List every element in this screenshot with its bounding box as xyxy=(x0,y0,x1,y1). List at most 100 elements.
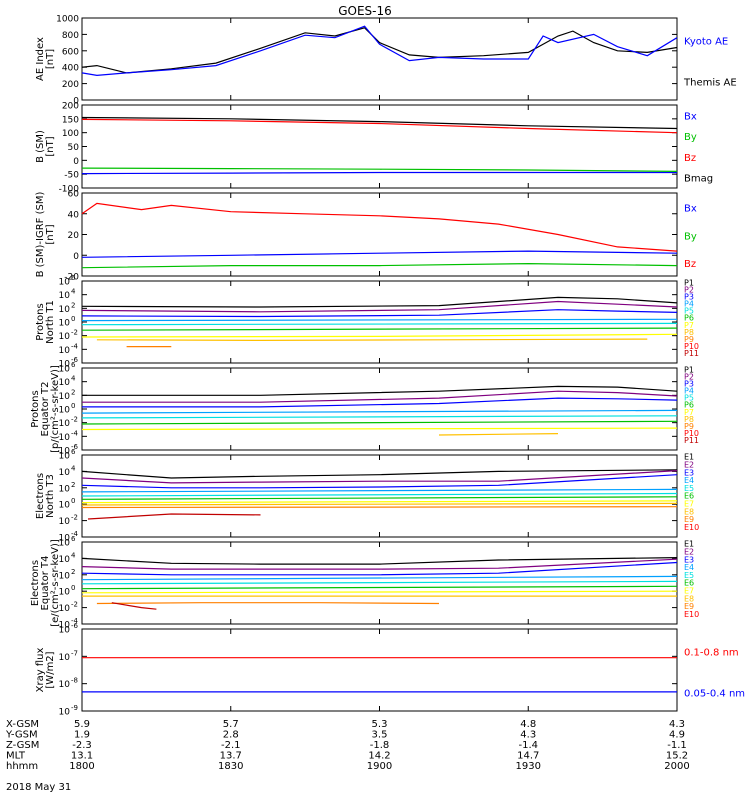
y-tick-label: 10 xyxy=(59,365,71,375)
x-row-value: 4.8 xyxy=(520,719,536,730)
y-tick-label: 400 xyxy=(62,64,79,74)
panel-frame xyxy=(81,17,678,101)
legend-entry: E8 xyxy=(684,594,694,603)
series-p5 xyxy=(81,322,678,326)
series-e1 xyxy=(81,557,678,565)
y-tick-label: 0 xyxy=(73,157,79,167)
y-tick-label: -50 xyxy=(64,171,79,181)
x-row-value: 5.3 xyxy=(372,719,388,730)
y-tick-label: 10 xyxy=(59,621,71,631)
x-row-value: 4.3 xyxy=(669,719,685,730)
y-tick-exponent: 6 xyxy=(71,448,76,456)
y-axis-label: North T3 xyxy=(45,474,56,518)
legend-entry: Bmag xyxy=(684,174,713,185)
legend-entry: P1 xyxy=(684,365,694,374)
legend-entry: P5 xyxy=(684,307,694,316)
legend-entry: E1 xyxy=(684,540,694,549)
x-row-value: -1.1 xyxy=(667,740,687,751)
y-axis-label: Electrons xyxy=(35,473,46,519)
legend-entry: P11 xyxy=(684,349,699,358)
series-kyoto-ae xyxy=(81,25,678,77)
legend-entry: P9 xyxy=(684,422,694,431)
series-p5 xyxy=(81,415,678,419)
y-tick-label: 40 xyxy=(68,210,80,220)
y-axis-label: [nT] xyxy=(45,49,56,69)
y-tick-exponent: -4 xyxy=(71,530,79,538)
series-p3 xyxy=(82,397,678,408)
legend-entry: E3 xyxy=(684,468,694,477)
legend-entry: P10 xyxy=(684,429,699,438)
y-axis-label: Electrons xyxy=(30,560,41,606)
y-tick-label: 10 xyxy=(59,360,71,370)
x-row-value: 4.9 xyxy=(669,730,685,741)
y-axis-label: [p/(cm²-s-sr-keV)] xyxy=(50,365,61,453)
legend-entry: By xyxy=(684,132,697,143)
y-tick-label: 10 xyxy=(59,534,71,544)
series-e8 xyxy=(81,502,678,506)
y-tick-label: 10 xyxy=(59,419,71,429)
series-p4 xyxy=(81,318,678,322)
legend-entry: P6 xyxy=(684,401,694,410)
y-axis-label: B (SM) xyxy=(35,130,46,163)
series-p7 xyxy=(81,427,678,431)
legend-entry: E2 xyxy=(684,547,694,556)
series-p7 xyxy=(81,333,678,338)
series-e6 xyxy=(81,585,678,590)
series-e6 xyxy=(81,496,678,500)
legend-entry: E4 xyxy=(684,476,694,485)
x-row-value: 2.8 xyxy=(223,730,239,741)
series-e2 xyxy=(81,470,678,484)
y-tick-label: -20 xyxy=(64,273,79,283)
x-row-label: Y-GSM xyxy=(5,730,38,741)
series-p3 xyxy=(81,309,678,318)
x-row-value: 15.2 xyxy=(666,751,688,762)
y-tick-label: 10 xyxy=(59,433,71,443)
legend-entry: E6 xyxy=(684,492,694,501)
y-tick-label: 1000 xyxy=(56,15,79,25)
series-e3 xyxy=(81,474,678,489)
legend-entry: P2 xyxy=(684,372,694,381)
y-tick-label: 10 xyxy=(59,680,71,690)
series-e2 xyxy=(81,558,678,570)
series-p1 xyxy=(82,385,678,396)
legend-entry: By xyxy=(684,231,697,242)
series-bx xyxy=(81,171,677,175)
legend-entry: E9 xyxy=(684,515,694,524)
legend-entry: P5 xyxy=(684,394,694,403)
legend-entry: P8 xyxy=(684,328,694,337)
x-row-value: 14.7 xyxy=(517,751,539,762)
y-tick-label: 10 xyxy=(59,501,71,511)
date-label: 2018 May 31 xyxy=(6,782,71,793)
legend-entry: E1 xyxy=(684,453,694,462)
legend-entry: E3 xyxy=(684,555,694,564)
y-tick-label: 10 xyxy=(59,517,71,527)
y-tick-exponent: 4 xyxy=(71,288,76,296)
y-tick-label: 0 xyxy=(73,252,79,262)
panel-frame xyxy=(81,104,678,189)
y-tick-exponent: 6 xyxy=(71,361,76,369)
y-tick-exponent: 0 xyxy=(71,497,75,505)
series-e4 xyxy=(81,575,678,581)
x-row-value: 1930 xyxy=(516,761,541,772)
y-tick-exponent: 0 xyxy=(71,315,75,323)
y-tick-exponent: -2 xyxy=(71,329,78,337)
legend-entry: P1 xyxy=(684,278,694,287)
legend-entry: E5 xyxy=(684,484,694,493)
y-tick-exponent: 6 xyxy=(71,274,76,282)
y-axis-label: North T1 xyxy=(45,300,56,344)
legend-entry: Bz xyxy=(684,259,696,270)
x-row-value: 1800 xyxy=(69,761,94,772)
x-row-label: X-GSM xyxy=(6,719,39,730)
x-row-value: -2.1 xyxy=(221,740,241,751)
y-tick-label: 10 xyxy=(59,378,71,388)
legend-entry: E4 xyxy=(684,563,694,572)
y-tick-exponent: -2 xyxy=(71,514,78,522)
x-row-value: -2.3 xyxy=(72,740,92,751)
plot-title: GOES-16 xyxy=(338,4,392,18)
legend-entry: P8 xyxy=(684,415,694,424)
series-p8 xyxy=(438,433,559,436)
panel-ae: 0 200 400 600 800 1000 AE Index [nT] Kyoto AE The… xyxy=(35,15,737,107)
